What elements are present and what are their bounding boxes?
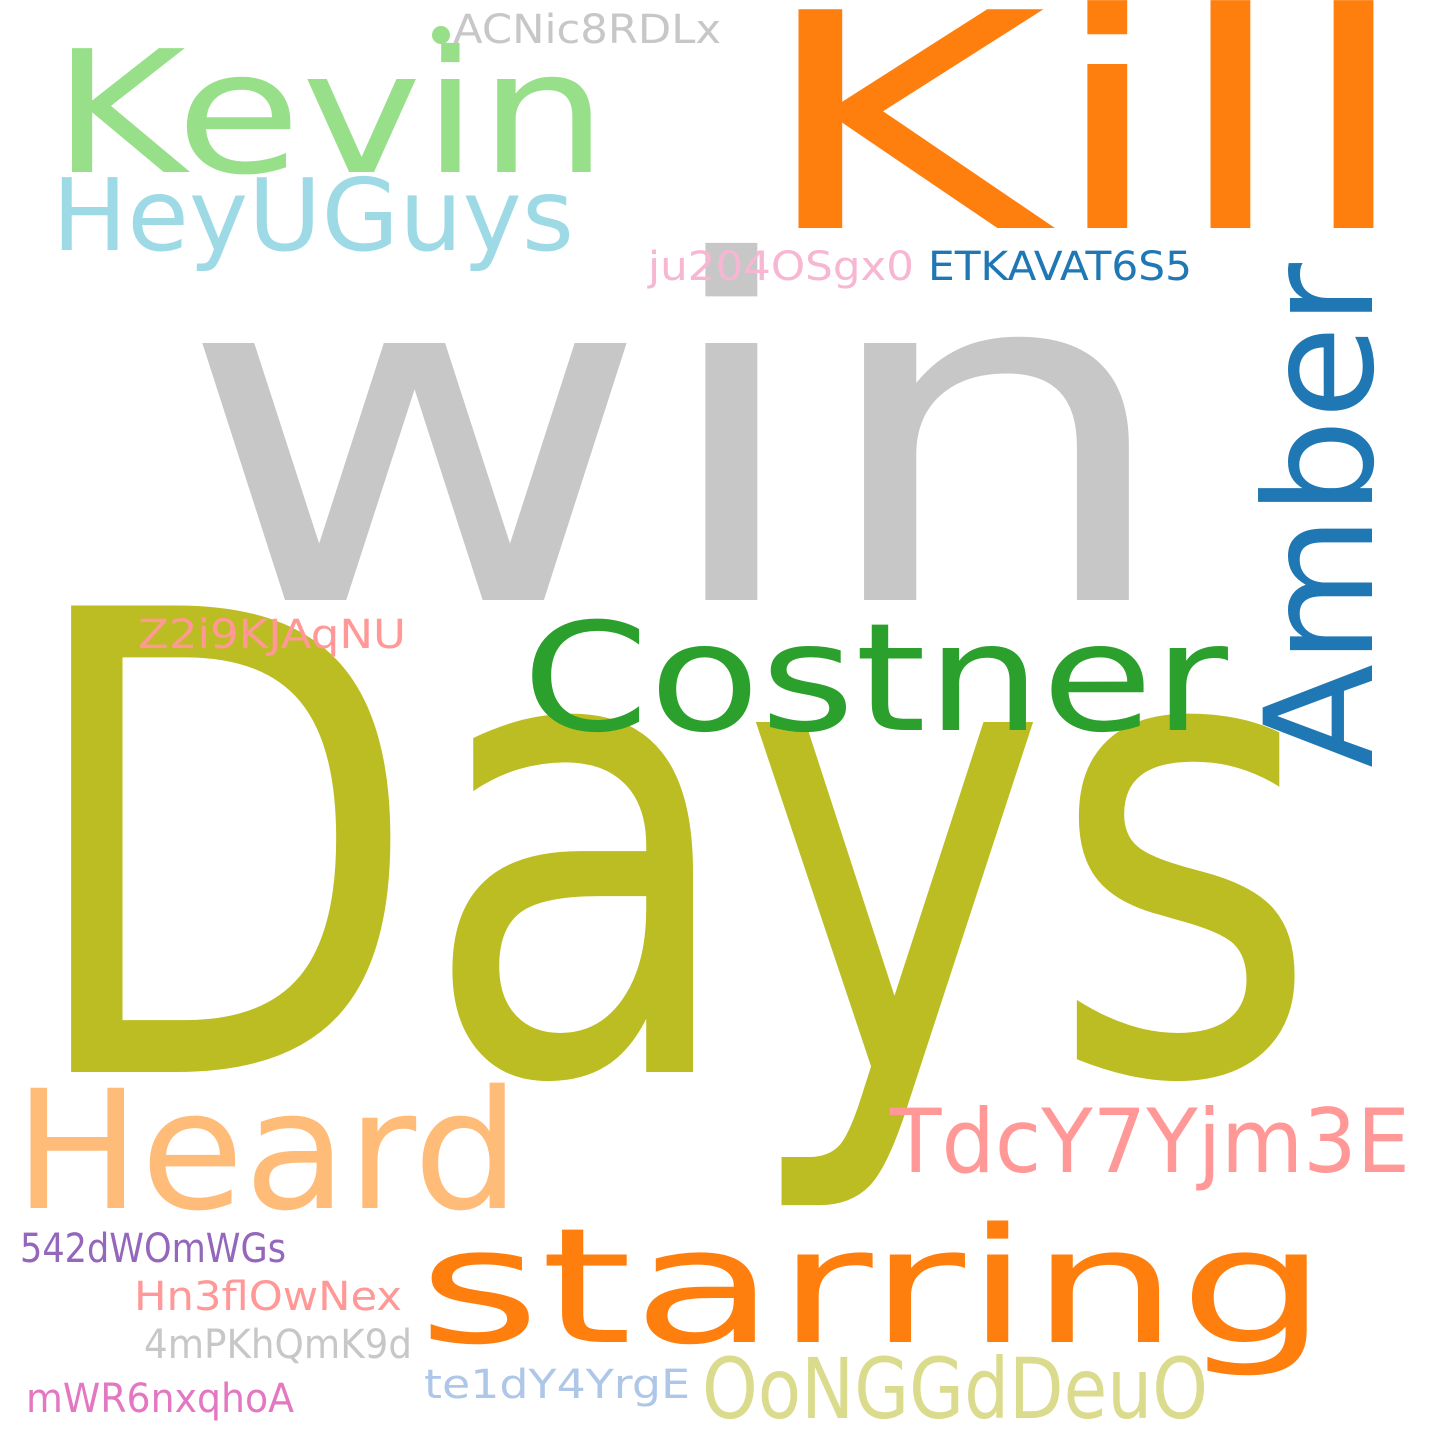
word-tdcy7yjm3e: TdcY7Yjm3E — [889, 1090, 1410, 1193]
word-oonggddeuo: OoNGGdDeuO — [702, 1340, 1208, 1438]
dot-mark — [432, 26, 450, 44]
word-costner: Costner — [522, 592, 1228, 766]
word-hn3flownex: Hn3flOwNex — [134, 1274, 402, 1320]
word-mwr6nxqhoa: mWR6nxqhoA — [26, 1376, 295, 1422]
word-ju204osgx0: ju204OSgx0 — [647, 244, 914, 290]
word-kevin: Kevin — [52, 15, 608, 213]
word-starring: starring — [418, 1193, 1328, 1380]
word-542dwomwgs: 542dWOmWGs — [20, 1226, 286, 1272]
word-win: win — [178, 164, 1178, 711]
word-days: Days — [20, 478, 1320, 1223]
word-z2i9kjaqnu: Z2i9KJAqNU — [138, 612, 406, 658]
word-kill: Kill — [755, 0, 1415, 299]
word-acnic8rdlx: ACNic8RDLx — [453, 7, 721, 53]
word-etkavat6s5: ETKAVAT6S5 — [928, 244, 1192, 290]
word-amber: Amber — [1234, 263, 1408, 768]
word-heard: Heard — [14, 1055, 520, 1247]
word-te1dy4yrge: te1dY4YrgE — [424, 1362, 690, 1408]
word-heyuguys: HeyUGuys — [52, 157, 574, 274]
word-4mpkhqmk9d: 4mPKhQmK9d — [144, 1322, 412, 1368]
